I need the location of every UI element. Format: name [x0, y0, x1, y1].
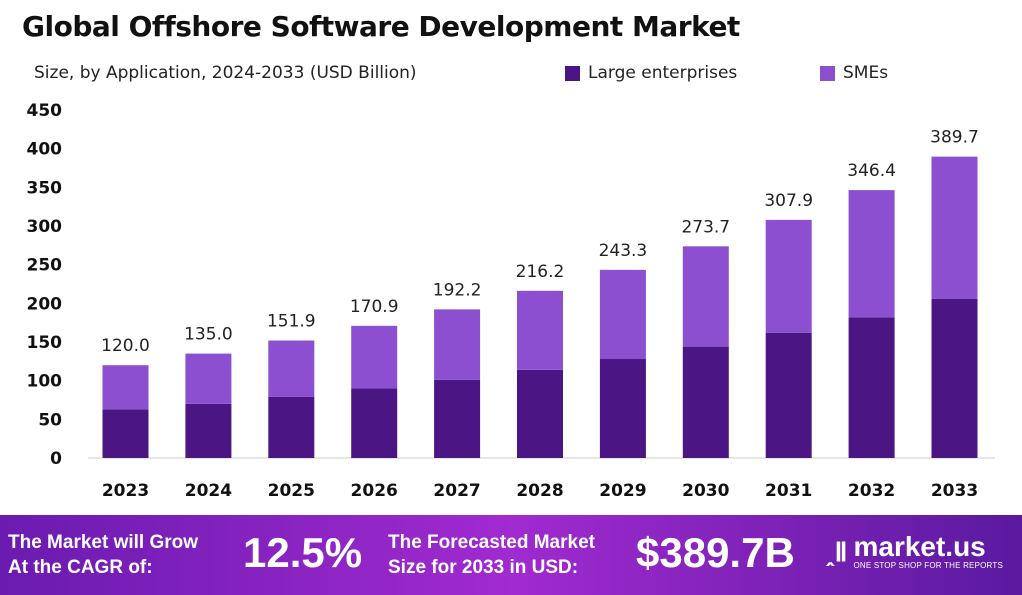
bar-large-enterprises: [268, 396, 315, 458]
chart-plot: 0 50 100 150 200 250 300 350 400 450 120.0 2023 135.…: [27, 101, 995, 501]
forecast-value: $389.7B: [636, 529, 795, 576]
bar-smes: [185, 353, 232, 404]
data-label: 346.4: [847, 161, 896, 181]
x-tick-label: 2025: [268, 481, 315, 501]
x-tick-label: 2024: [185, 481, 232, 501]
x-tick-label: 2032: [848, 481, 895, 501]
bar-smes: [351, 325, 398, 389]
bar-large-enterprises: [682, 346, 729, 458]
bar-large-enterprises: [765, 332, 812, 458]
y-tick-label: 300: [27, 217, 63, 237]
x-tick-label: 2027: [433, 481, 480, 501]
x-tick-label: 2033: [931, 481, 978, 501]
bar-smes: [765, 219, 812, 333]
bar-large-enterprises: [434, 379, 481, 458]
bar-large-enterprises: [351, 388, 398, 458]
chart-subtitle: Size, by Application, 2024-2033 (USD Bil…: [34, 63, 417, 83]
legend-item-large-enterprises: Large enterprises: [565, 63, 737, 83]
bar-smes: [434, 309, 481, 380]
y-tick-label: 50: [38, 410, 62, 430]
chart-title: Global Offshore Software Development Mar…: [22, 10, 740, 43]
bar-smes: [599, 269, 646, 360]
bar-smes: [517, 290, 563, 370]
data-label: 192.2: [433, 280, 482, 300]
bar-smes: [102, 365, 149, 410]
data-label: 151.9: [267, 312, 316, 332]
bar-large-enterprises: [848, 317, 895, 458]
legend-label: SMEs: [843, 63, 889, 83]
x-tick-label: 2026: [351, 481, 398, 501]
y-tick-label: 200: [27, 294, 63, 314]
data-label: 135.0: [184, 325, 233, 345]
bar-large-enterprises: [185, 403, 232, 458]
y-tick-label: 0: [50, 449, 62, 469]
y-tick-label: 450: [27, 101, 63, 121]
y-tick-label: 150: [27, 333, 63, 353]
data-label: 307.9: [764, 191, 813, 211]
data-label: 120.0: [101, 336, 150, 356]
data-label: 243.3: [599, 241, 648, 261]
data-label: 216.2: [516, 262, 565, 282]
y-tick-label: 100: [27, 372, 63, 392]
bar-smes: [848, 190, 895, 318]
market-us-logo: ꞈⅡ market.us ONE STOP SHOP FOR THE REPOR…: [826, 531, 1004, 571]
cagr-label: The Market will Grow At the CAGR of:: [8, 532, 199, 578]
logo-icon: ꞈⅡ: [826, 536, 848, 567]
legend-label: Large enterprises: [588, 63, 738, 83]
cagr-value: 12.5%: [243, 529, 363, 576]
data-label: 170.9: [350, 297, 399, 317]
x-tick-label: 2031: [765, 481, 812, 501]
x-tick-label: 2023: [102, 481, 149, 501]
data-label: 389.7: [930, 128, 979, 148]
bar-large-enterprises: [931, 298, 978, 458]
data-label: 273.7: [681, 217, 730, 237]
bar-smes: [682, 246, 729, 347]
bar-large-enterprises: [102, 409, 149, 458]
y-tick-label: 250: [27, 256, 63, 276]
y-tick-label: 400: [27, 140, 63, 160]
bar-large-enterprises: [517, 369, 563, 458]
bar-large-enterprises: [599, 359, 646, 458]
bar-smes: [268, 340, 315, 397]
bar-smes: [931, 156, 978, 299]
x-tick-label: 2028: [516, 481, 563, 501]
legend-item-smes: SMEs: [820, 63, 888, 83]
legend-swatch: [820, 65, 835, 81]
summary-banner: The Market will Grow At the CAGR of: 12.5…: [0, 515, 1022, 595]
x-tick-label: 2029: [599, 481, 646, 501]
x-tick-label: 2030: [682, 481, 729, 501]
forecast-label: The Forecasted Market Size for 2033 in US…: [388, 532, 595, 578]
y-tick-label: 350: [27, 178, 63, 198]
legend-swatch: [565, 65, 580, 81]
